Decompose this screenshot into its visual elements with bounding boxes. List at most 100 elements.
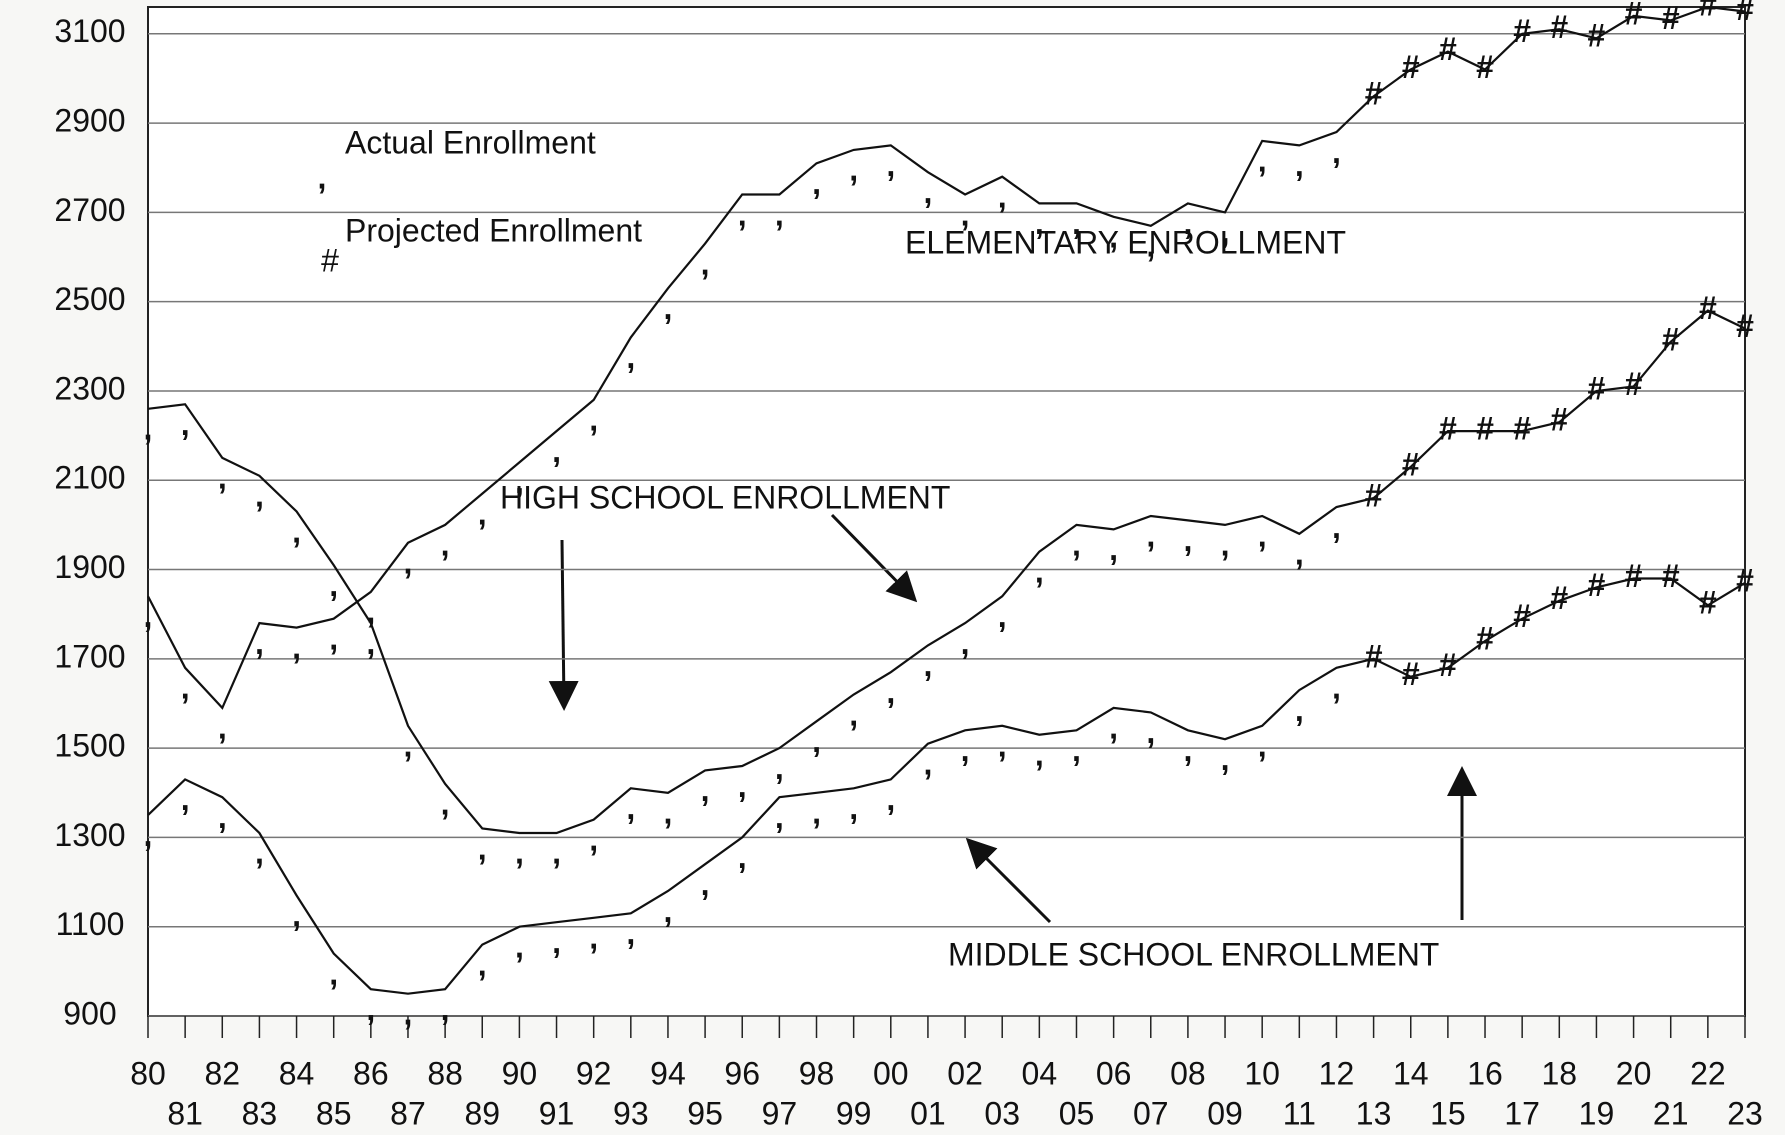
projected-marker: # (1439, 411, 1457, 447)
actual-marker: , (1146, 714, 1155, 750)
actual-marker: , (1258, 518, 1267, 554)
x-tick-label: 05 (1059, 1095, 1095, 1131)
actual-marker: , (1221, 741, 1230, 777)
legend-label: Projected Enrollment (345, 212, 642, 248)
actual-marker: , (812, 723, 821, 759)
actual-marker: , (1072, 527, 1081, 563)
x-tick-label: 17 (1504, 1095, 1540, 1131)
actual-marker: , (404, 545, 413, 581)
y-tick-label: 900 (63, 995, 116, 1031)
projected-marker: # (1550, 580, 1568, 616)
actual-marker: , (478, 830, 487, 866)
projected-marker: # (1736, 308, 1754, 344)
actual-marker: , (478, 495, 487, 531)
actual-marker: , (1221, 527, 1230, 563)
actual-marker: , (515, 928, 524, 964)
actual-marker: , (552, 835, 561, 871)
x-tick-label: 13 (1356, 1095, 1392, 1131)
actual-marker: , (1035, 737, 1044, 773)
y-tick-label: 1900 (54, 549, 125, 585)
actual-marker: , (701, 866, 710, 902)
actual-marker: , (1109, 531, 1118, 567)
projected-marker: # (1513, 598, 1531, 634)
y-tick-label: 2500 (54, 281, 125, 317)
actual-marker: , (775, 750, 784, 786)
actual-marker: , (961, 625, 970, 661)
projected-marker: # (1402, 49, 1420, 85)
actual-marker: , (626, 915, 635, 951)
projected-marker: # (1439, 31, 1457, 67)
x-tick-label: 03 (984, 1095, 1020, 1131)
actual-marker: , (998, 598, 1007, 634)
x-tick-label: 00 (873, 1055, 909, 1091)
x-tick-label: 92 (576, 1055, 612, 1091)
actual-marker: , (1183, 522, 1192, 558)
actual-marker: , (144, 817, 153, 853)
arrow (830, 513, 918, 603)
actual-marker: , (218, 799, 227, 835)
projected-marker: # (1736, 562, 1754, 598)
actual-marker: , (1295, 536, 1304, 572)
actual-marker: , (255, 478, 264, 514)
y-tick-label: 1500 (54, 728, 125, 764)
projected-marker: # (1588, 370, 1606, 406)
actual-marker: , (292, 897, 301, 933)
y-tick-label: 2300 (54, 370, 125, 406)
x-tick-label: 23 (1727, 1095, 1763, 1131)
x-tick-label: 02 (947, 1055, 983, 1091)
x-tick-label: 85 (316, 1095, 352, 1131)
x-tick-label: 89 (464, 1095, 500, 1131)
actual-marker: , (1109, 710, 1118, 746)
actual-marker: , (849, 790, 858, 826)
x-tick-label: 06 (1096, 1055, 1132, 1091)
actual-marker: , (255, 625, 264, 661)
actual-marker: , (923, 647, 932, 683)
series-line (147, 5, 1746, 710)
actual-marker: , (552, 924, 561, 960)
x-tick-label: 80 (130, 1055, 166, 1091)
projected-marker: # (1365, 478, 1383, 514)
projected-marker: # (1365, 76, 1383, 112)
x-tick-label: 83 (242, 1095, 278, 1131)
projected-marker: # (1662, 321, 1680, 357)
series-annotation: ELEMENTARY ENROLLMENT (905, 224, 1346, 260)
series-annotation: HIGH SCHOOL ENROLLMENT (500, 479, 950, 515)
actual-marker: , (441, 527, 450, 563)
y-tick-label: 2700 (54, 192, 125, 228)
actual-marker: , (1295, 147, 1304, 183)
arrow (965, 837, 1052, 924)
actual-marker: , (812, 165, 821, 201)
y-tick-label: 2100 (54, 460, 125, 496)
x-tick-label: 82 (204, 1055, 240, 1091)
actual-marker: , (515, 464, 524, 500)
actual-marker: , (626, 339, 635, 375)
projected-marker: # (1550, 402, 1568, 438)
actual-marker: , (1332, 134, 1341, 170)
y-tick-label: 1700 (54, 638, 125, 674)
projected-marker: # (1625, 366, 1643, 402)
actual-marker: , (218, 460, 227, 496)
x-tick-label: 07 (1133, 1095, 1169, 1131)
actual-marker: , (738, 196, 747, 232)
actual-marker: , (366, 625, 375, 661)
actual-marker: , (515, 835, 524, 871)
x-tick-label: 96 (724, 1055, 760, 1091)
x-tick-label: 14 (1393, 1055, 1429, 1091)
actual-marker: , (144, 598, 153, 634)
projected-marker: # (1513, 411, 1531, 447)
x-tick-label: 15 (1430, 1095, 1466, 1131)
actual-marker: , (404, 728, 413, 764)
series-line (147, 309, 1746, 835)
actual-marker: , (1221, 214, 1230, 250)
actual-marker: , (849, 152, 858, 188)
actual-marker: , (1258, 143, 1267, 179)
actual-marker: , (329, 567, 338, 603)
actual-marker: , (1109, 219, 1118, 255)
projected-marker: # (1588, 18, 1606, 54)
x-tick-label: 12 (1319, 1055, 1355, 1091)
actual-marker: , (1035, 205, 1044, 241)
projected-marker: # (1476, 49, 1494, 85)
projected-marker: # (1402, 656, 1420, 692)
actual-marker: , (626, 790, 635, 826)
